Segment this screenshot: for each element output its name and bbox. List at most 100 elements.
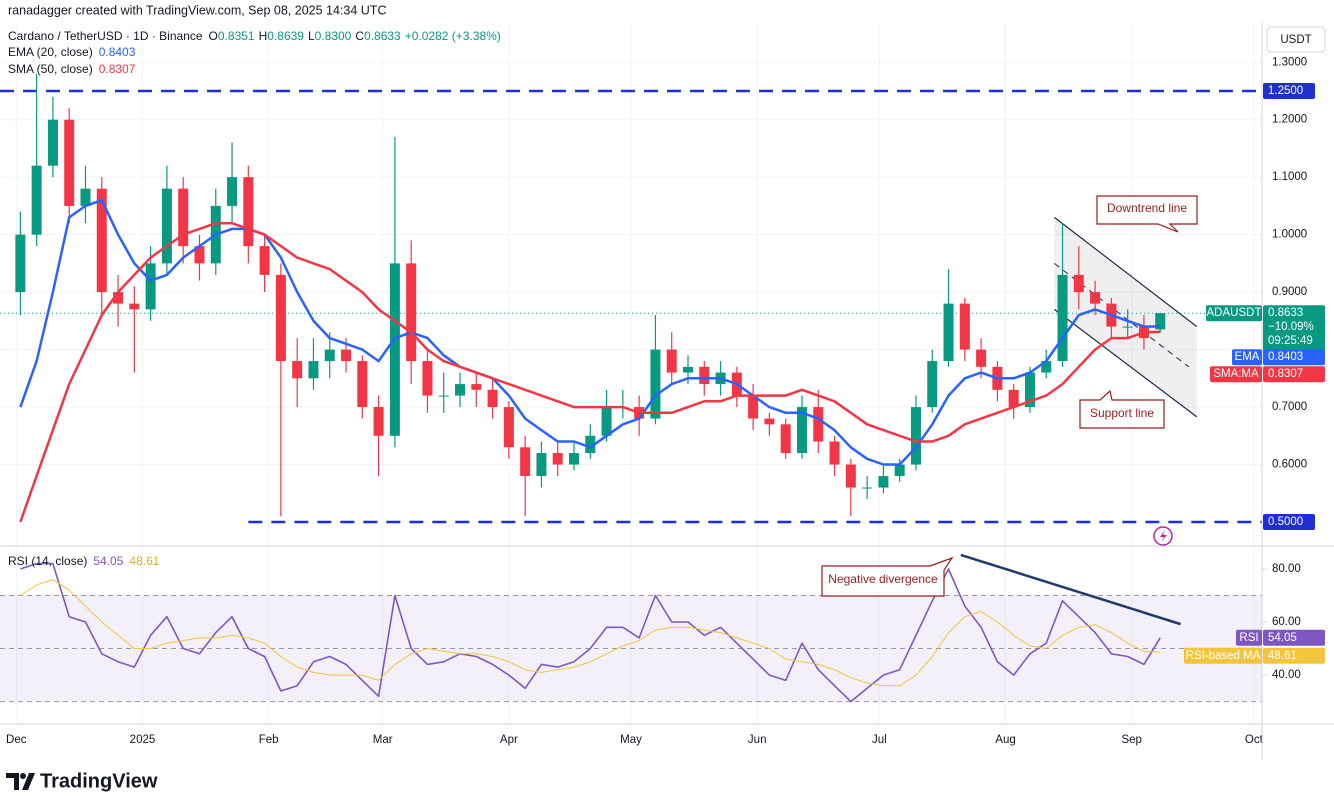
y-tick-label: 1.3000 <box>1272 56 1307 68</box>
candle-body <box>894 464 905 477</box>
tag-value: −10.09% <box>1268 321 1314 333</box>
candle-body <box>666 349 677 373</box>
rsi-line <box>20 562 1161 703</box>
candle-body <box>650 349 661 419</box>
candle-body <box>1057 274 1068 362</box>
indicator-line <box>19 198 1161 466</box>
candle-body <box>422 361 433 396</box>
y-tick-label: 1.0000 <box>1272 229 1307 241</box>
candle-body <box>373 407 384 436</box>
candle-body <box>585 435 596 454</box>
tag-name: RSI <box>1239 632 1258 644</box>
candle-body <box>64 119 75 206</box>
candle-body <box>113 292 124 304</box>
candle-body <box>47 119 58 166</box>
candle-body <box>829 441 840 465</box>
candle-body <box>1041 361 1052 373</box>
candle-body <box>699 366 710 385</box>
candle-body <box>796 407 807 454</box>
candle-body <box>927 361 938 408</box>
downtrend-callout: Downtrend line <box>1096 195 1198 233</box>
level-tag <box>1263 82 1315 99</box>
y-tick-label: 0.7000 <box>1272 401 1307 413</box>
x-tick-label: Feb <box>259 734 279 746</box>
tag-value-box <box>1263 629 1325 646</box>
candle-body <box>1024 372 1035 408</box>
x-tick-label: Oct <box>1245 734 1264 746</box>
candle-body <box>503 407 514 448</box>
trendline <box>1054 308 1198 418</box>
y-tick-label: 0.6000 <box>1272 459 1307 471</box>
change: +0.0282 (+3.38%) <box>405 29 501 43</box>
tag-value: 48.61 <box>1268 650 1297 662</box>
candle-body <box>406 263 417 362</box>
callout-box <box>1096 195 1198 233</box>
candle-body <box>227 177 238 206</box>
candle-body <box>178 188 189 247</box>
candle-body <box>878 476 889 488</box>
candle-body <box>161 188 172 264</box>
candle-body <box>487 389 498 408</box>
candle-body <box>194 246 205 264</box>
alert-icon[interactable] <box>1153 526 1173 546</box>
candle-body <box>471 384 482 390</box>
ohlc-label: O <box>209 29 218 43</box>
y-tick-label: 1.2000 <box>1272 114 1307 126</box>
candle-body <box>455 384 466 396</box>
candle-body <box>910 407 921 465</box>
callout-text: Support line <box>1090 406 1154 420</box>
rsi-legend: RSI (14, close) 54.05 48.61 <box>8 554 160 568</box>
candle-body <box>243 177 254 247</box>
logo-mark <box>22 773 35 790</box>
currency[interactable]: USDT <box>1280 34 1311 46</box>
candle-body <box>1090 292 1101 304</box>
y-tick-label: 40.00 <box>1272 669 1301 681</box>
x-tick-label: Dec <box>6 734 27 746</box>
tag-value: 54.05 <box>1268 632 1297 644</box>
credit: ranadagger created with TradingView.com,… <box>8 3 386 17</box>
candle-body <box>682 366 693 373</box>
rsi-ma-legend-value: 48.61 <box>129 554 159 568</box>
x-tick-label: Jun <box>748 734 767 746</box>
sma-legend: SMA (50, close) 0.8307 <box>8 62 136 76</box>
candle-body <box>15 234 26 293</box>
tag-name: RSI-based MA <box>1186 650 1261 662</box>
candle-body <box>976 349 987 367</box>
symbol-legend: Cardano / TetherUSD · 1D · Binance O0.835… <box>8 29 501 43</box>
support-callout: Support line <box>1079 389 1165 429</box>
candle-body <box>780 424 791 454</box>
candle-body <box>292 361 303 379</box>
ohlc-label: C <box>355 29 364 43</box>
candle-body <box>764 418 775 425</box>
ohlc-value: 0.8300 <box>315 29 352 43</box>
ema-legend-value: 0.8403 <box>99 45 136 59</box>
ohlc-label: L <box>308 29 315 43</box>
tag-value-box <box>1263 647 1325 664</box>
candle-body <box>80 188 91 206</box>
brand: TradingView <box>6 770 158 792</box>
plot-layer: Dec 2025 Feb Mar Apr May Jun Jul Aug Sep Oct 0.6000… <box>0 22 1315 746</box>
candle-body <box>748 395 759 419</box>
candle-body <box>845 464 856 488</box>
candle-body <box>552 453 563 465</box>
candle-body <box>357 361 368 408</box>
level-tag-label: 0.5000 <box>1268 516 1303 528</box>
callout-box <box>1079 389 1165 429</box>
y-tick-label: 0.9000 <box>1272 286 1307 298</box>
candle-body <box>275 274 286 362</box>
candle-body <box>31 165 42 235</box>
level-tag-label: 1.2500 <box>1268 85 1303 97</box>
rsi-legend-label: RSI (14, close) <box>8 554 87 568</box>
indicator-line <box>19 221 1161 523</box>
ohlc-label: H <box>259 29 268 43</box>
candle-body <box>389 263 400 436</box>
candle-body <box>536 453 547 477</box>
tag-name-box <box>1184 647 1262 664</box>
candle-body <box>601 407 612 436</box>
tag-name-box <box>1232 349 1262 366</box>
x-tick-label: Sep <box>1121 734 1141 746</box>
alert-bolt[interactable] <box>1160 530 1167 542</box>
channel-shade <box>1054 217 1197 417</box>
currency-box[interactable] <box>1266 26 1326 53</box>
ohlc-value: 0.8351 <box>218 29 255 43</box>
